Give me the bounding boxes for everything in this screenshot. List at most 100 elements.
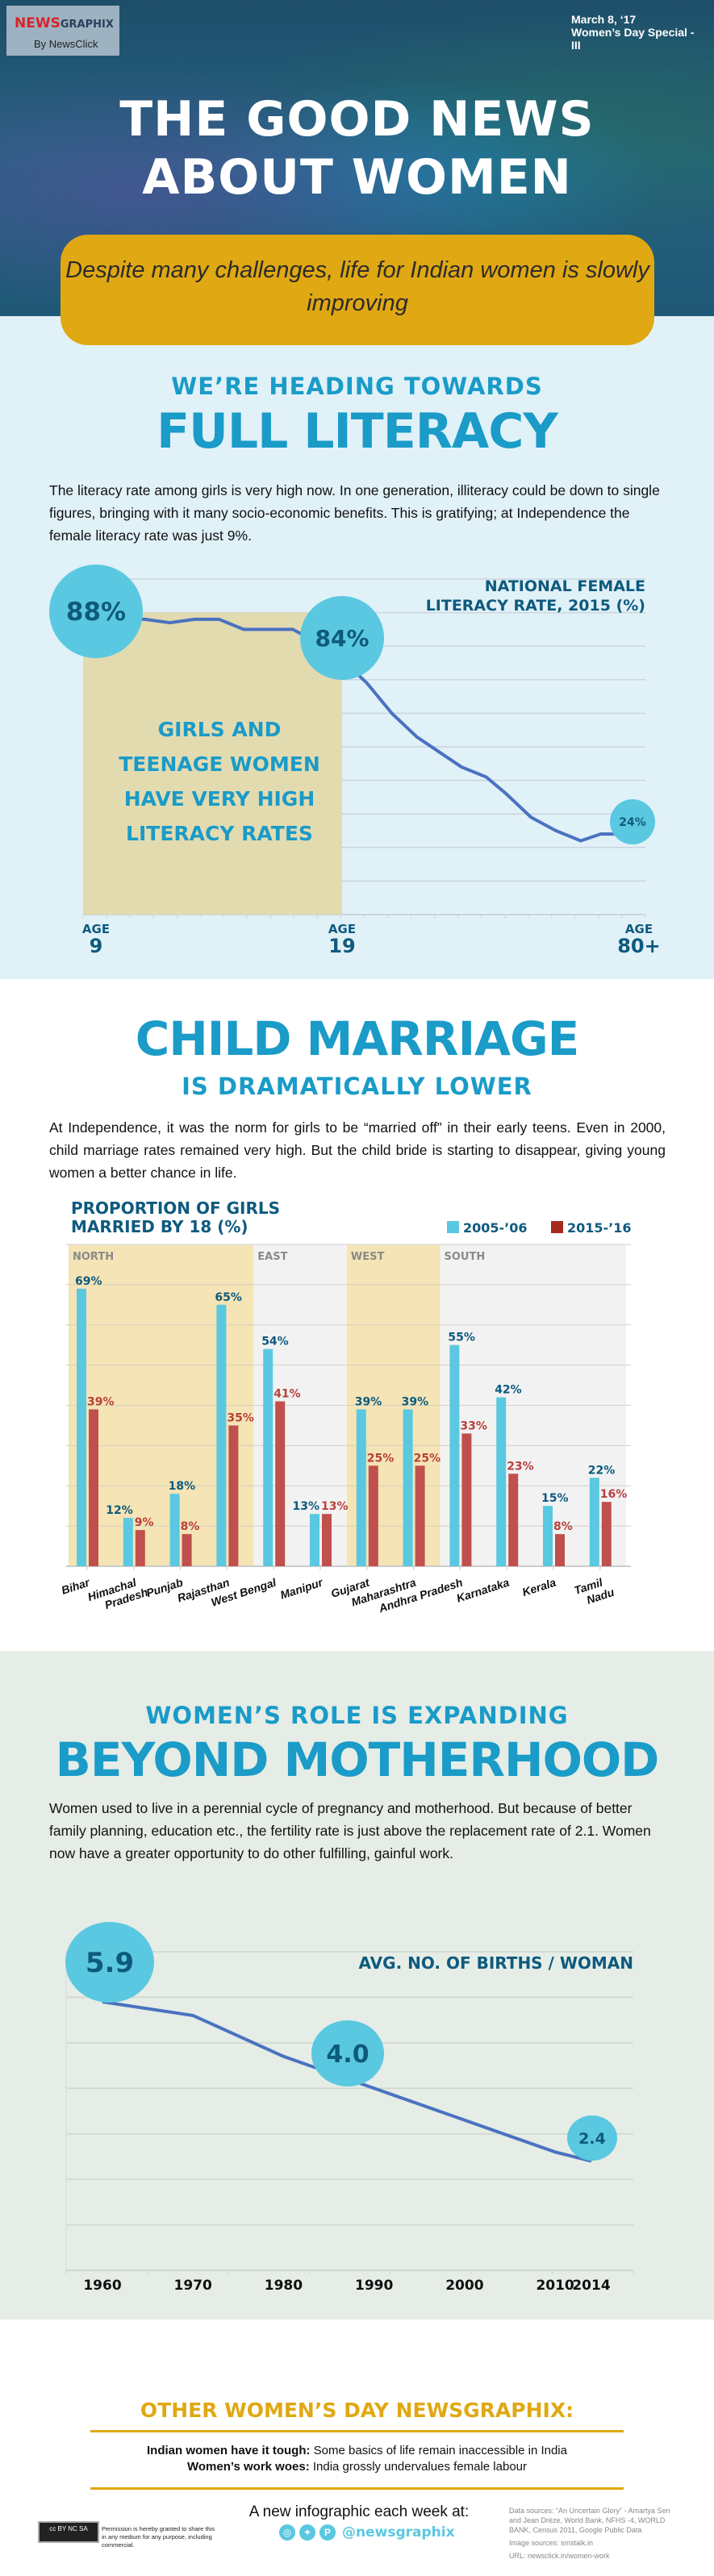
bar-2005 [403,1409,413,1566]
chart-title: AVG. NO. OF BIRTHS / WOMAN [359,1953,633,1973]
callout-bubble [300,596,384,680]
bar-2015 [228,1425,239,1566]
callout-bubble [567,2115,617,2161]
bar-2005 [77,1288,86,1566]
category-label: TamilNadu [573,1573,616,1609]
marriage-headline: CHILD MARRIAGE [135,1011,580,1066]
fertility-headline: BEYOND MOTHERHOOD [55,1732,660,1787]
bar-value-label: 39% [87,1395,115,1408]
fertility-chart: 5.9 4.0 2.4 AVG. NO. OF BIRTHS / WOMAN 196… [65,1922,634,2294]
image-sources: Image sources: smstalk.in [509,2539,594,2547]
chart-title-line-1: NATIONAL FEMALE [485,577,645,595]
bar-value-label: 23% [507,1460,534,1473]
bar-2015 [322,1514,332,1566]
edition: Women’s Day Special - III [571,26,695,52]
bar-value-label: 25% [414,1452,441,1465]
bar-2005 [449,1344,460,1566]
category-label: Karnataka [455,1576,511,1605]
x-tick-label-top: AGE [328,922,356,936]
region-label: WEST [351,1251,385,1263]
band-text-4: LITERACY RATES [126,822,313,845]
date: March 8, ‘17 [571,13,637,26]
bar-2005 [310,1514,319,1566]
brand-news: NEWS [15,15,61,31]
bar-2005 [169,1494,180,1566]
band-text-2: TEENAGE WOMEN [119,752,320,776]
newsgraphix-logo[interactable]: NEWSGRAPHIX By NewsClick [6,6,119,56]
literacy-paragraph: The literacy rate among girls is very hi… [49,482,660,544]
brand-graphix: GRAPHIX [60,19,114,31]
highlight-band [83,612,342,915]
bar-value-label: 15% [541,1492,569,1505]
x-tick-label: 9 [90,935,103,957]
bar-2005 [263,1348,273,1566]
handle-link[interactable]: @newsgraphix [342,2524,455,2541]
chart-title-line-2: LITERACY RATE, 2015 (%) [426,597,645,615]
literacy-kicker: WE’RE HEADING TOWARDS [171,373,543,400]
cc-license-badge[interactable]: cc BY NC SA [38,2521,99,2543]
bar-value-label: 22% [588,1464,616,1477]
callout-label: 4.0 [326,2040,369,2069]
bar-2005 [356,1409,366,1566]
license-badge-text: cc BY NC SA [49,2525,88,2532]
divider [90,2430,624,2432]
category-label: HimachalPradesh [86,1574,150,1616]
bar-2015 [555,1534,565,1566]
weekly-text: A new infographic each week at: [248,2503,470,2520]
bar-2015 [601,1502,612,1566]
bar-value-label: 9% [135,1516,154,1529]
bar-2005 [543,1506,553,1566]
bar-2015 [368,1465,378,1566]
bar-2005 [216,1304,227,1566]
x-tick-label-top: AGE [82,922,110,936]
fertility-paragraph: Women used to live in a perennial cycle … [49,1800,651,1861]
bar-value-label: 69% [75,1275,102,1288]
chart-title-line-1: PROPORTION OF GIRLS [71,1198,280,1218]
legend-swatch-2005 [447,1221,459,1233]
x-tick-label: 2000 [445,2278,483,2294]
bar-value-label: 12% [106,1504,133,1517]
bar-value-label: 13% [292,1500,319,1513]
social-links: ◎ ✦ P @newsgraphix [279,2524,455,2541]
link-title[interactable]: Women’s work woes: [186,2460,310,2474]
other-newsgraphix-title: OTHER WOMEN’S DAY NEWSGRAPHIX: [140,2399,574,2422]
bar-value-label: 42% [495,1384,522,1397]
link-title[interactable]: Indian women have it tough: [147,2444,311,2457]
fertility-kicker: WOMEN’S ROLE IS EXPANDING [145,1702,569,1729]
callout-label: 5.9 [86,1947,134,1979]
band-text-3: HAVE VERY HIGH [124,787,315,811]
bar-2015 [461,1433,472,1566]
link-item[interactable]: Women’s work woes: India grossly underva… [0,2459,714,2475]
pinterest-icon[interactable]: P [319,2524,336,2541]
literacy-line [96,617,645,843]
bar-2015 [89,1409,98,1566]
twitter-icon[interactable]: ✦ [299,2524,315,2541]
callout-bubble [49,565,143,658]
category-label: Manipur [278,1575,325,1602]
bar-2015 [135,1530,145,1566]
source-url[interactable]: URL: newsclick.in/women-work [509,2552,610,2560]
link-item[interactable]: Indian women have it tough: Some basics … [0,2443,714,2459]
instagram-icon[interactable]: ◎ [279,2524,295,2541]
bar-value-label: 16% [600,1488,628,1501]
x-tick-label-top: AGE [625,922,653,936]
category-label: Kerala [520,1576,557,1599]
bar-2005 [496,1397,507,1566]
x-tick-label: 1960 [83,2278,121,2294]
title-line-1: THE GOOD NEWS [119,91,595,148]
bar-2015 [182,1534,192,1566]
other-links: Indian women have it tough: Some basics … [0,2443,714,2475]
x-tick-label: 2010 [536,2278,574,2294]
bar-2015 [415,1465,425,1566]
data-sources: Data sources: “An Uncertain Glory” - Ama… [509,2506,683,2561]
title-line-2: ABOUT WOMEN [142,149,572,206]
bar-value-label: 55% [448,1332,475,1344]
license-text: Permission is hereby granted to share th… [102,2525,215,2549]
x-tick-label: 19 [328,935,355,957]
x-tick-label: 1990 [355,2278,393,2294]
callout-label: 24% [619,816,646,829]
bar-value-label: 35% [227,1411,254,1424]
link-desc: Some basics of life remain inaccessible … [310,2444,567,2457]
brand-by: By NewsClick [34,38,98,50]
marriage-kicker: IS DRAMATICALLY LOWER [182,1073,532,1100]
